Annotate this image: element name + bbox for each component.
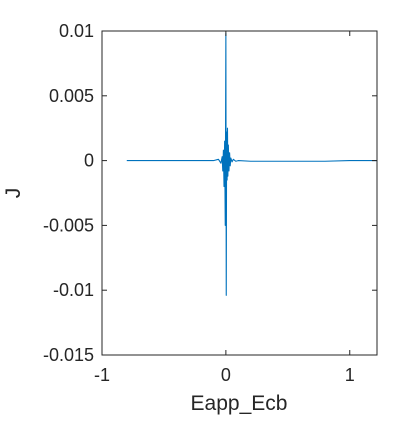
x-tick-label: 1 [345,365,355,385]
y-tick-label: 0.005 [49,86,94,106]
ticks-layer: -1 0 1 0.01 0.005 0 -0.005 -0.01 -0.015 [43,21,377,385]
y-axis-label: J [2,188,25,199]
x-tick-label: 0 [221,365,231,385]
y-tick-label: 0 [84,151,94,171]
y-tick-label: -0.015 [43,345,94,365]
y-tick-label: 0.01 [59,21,94,41]
x-tick-label: -1 [94,365,110,385]
y-tick-label: -0.01 [53,280,94,300]
plot-area [102,31,377,355]
series-line [127,34,377,296]
plot-frame [102,31,377,355]
y-tick-label: -0.005 [43,215,94,235]
x-axis-label: Eapp_Ecb [191,392,288,415]
